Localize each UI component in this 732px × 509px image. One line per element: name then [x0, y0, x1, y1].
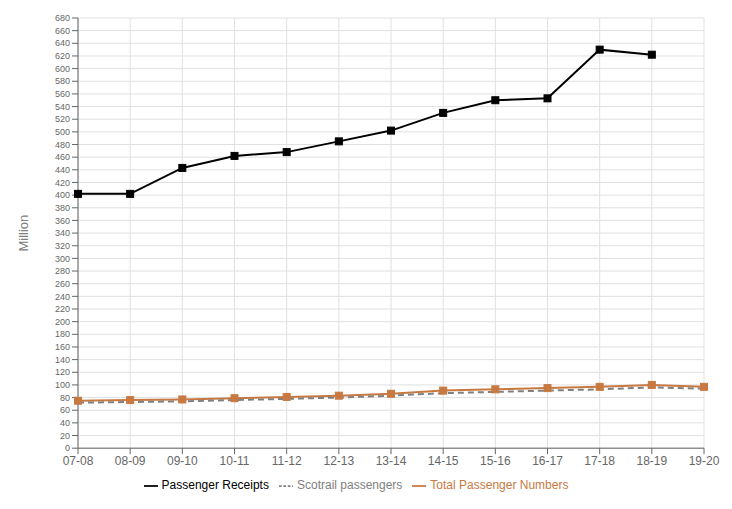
- svg-text:12-13: 12-13: [323, 454, 354, 468]
- svg-text:20: 20: [60, 431, 70, 441]
- svg-text:220: 220: [55, 304, 70, 314]
- svg-text:08-09: 08-09: [115, 454, 146, 468]
- svg-text:260: 260: [55, 279, 70, 289]
- svg-text:120: 120: [55, 367, 70, 377]
- svg-text:600: 600: [55, 64, 70, 74]
- svg-text:15-16: 15-16: [480, 454, 511, 468]
- svg-text:14-15: 14-15: [428, 454, 459, 468]
- html-text:Total Passenger Numbers: Total Passenger Numbers: [430, 478, 569, 493]
- svg-text:40: 40: [60, 418, 70, 428]
- svg-text:60: 60: [60, 405, 70, 415]
- svg-text:420: 420: [55, 178, 70, 188]
- svg-text:16-17: 16-17: [532, 454, 563, 468]
- svg-text:340: 340: [55, 228, 70, 238]
- svg-text:540: 540: [55, 102, 70, 112]
- svg-text:18-19: 18-19: [636, 454, 667, 468]
- svg-text:300: 300: [55, 254, 70, 264]
- svg-text:520: 520: [55, 114, 70, 124]
- svg-text:160: 160: [55, 342, 70, 352]
- svg-text:200: 200: [55, 317, 70, 327]
- svg-text:460: 460: [55, 152, 70, 162]
- svg-text:17-18: 17-18: [584, 454, 615, 468]
- svg-text:09-10: 09-10: [167, 454, 198, 468]
- svg-text:580: 580: [55, 76, 70, 86]
- svg-text:07-08: 07-08: [63, 454, 94, 468]
- svg-text:620: 620: [55, 51, 70, 61]
- svg-text:320: 320: [55, 241, 70, 251]
- html-text:Passenger Receipts: Passenger Receipts: [161, 478, 269, 493]
- svg-text:13-14: 13-14: [376, 454, 407, 468]
- svg-text:240: 240: [55, 292, 70, 302]
- svg-text:280: 280: [55, 266, 70, 276]
- svg-text:0: 0: [65, 443, 70, 453]
- svg-text:440: 440: [55, 165, 70, 175]
- svg-text:100: 100: [55, 380, 70, 390]
- svg-text:360: 360: [55, 216, 70, 226]
- svg-text:19-20: 19-20: [689, 454, 720, 468]
- svg-text:560: 560: [55, 89, 70, 99]
- svg-text:400: 400: [55, 190, 70, 200]
- svg-text:11-12: 11-12: [272, 454, 302, 468]
- svg-text:380: 380: [55, 203, 70, 213]
- svg-text:680: 680: [55, 13, 70, 23]
- svg-text:10-11: 10-11: [220, 454, 250, 468]
- svg-text:640: 640: [55, 38, 70, 48]
- svg-text:180: 180: [55, 329, 70, 339]
- svg-text:80: 80: [60, 393, 70, 403]
- svg-text:660: 660: [55, 26, 70, 36]
- svg-text:140: 140: [55, 355, 70, 365]
- svg-text:Million: Million: [16, 215, 31, 252]
- svg-text:480: 480: [55, 140, 70, 150]
- svg-text:500: 500: [55, 127, 70, 137]
- html-text:Scotrail passengers: Scotrail passengers: [297, 478, 403, 493]
